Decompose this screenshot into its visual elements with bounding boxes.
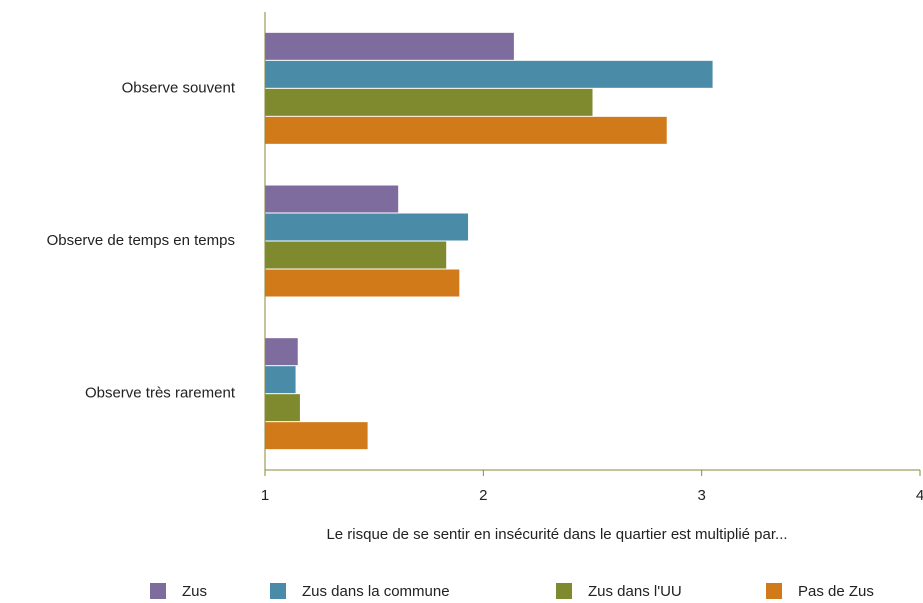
bar [265, 422, 368, 450]
bar [265, 32, 514, 60]
legend-swatch [766, 583, 782, 599]
y-tick-label: Observe de temps en temps [47, 232, 235, 249]
legend-swatch [556, 583, 572, 599]
x-tick-label: 4 [916, 487, 923, 504]
bar [265, 88, 593, 116]
bar [265, 366, 296, 394]
legend-label: Zus dans l'UU [588, 583, 682, 600]
x-tick-label: 3 [697, 487, 705, 504]
bar [265, 60, 713, 88]
bar [265, 116, 667, 144]
bar [265, 241, 447, 269]
y-tick-label: Observe très rarement [85, 385, 236, 402]
legend-label: Zus [182, 583, 207, 600]
x-tick-label: 1 [261, 487, 269, 504]
x-axis-label: Le risque de se sentir en insécurité dan… [326, 526, 787, 543]
x-tick-label: 2 [479, 487, 487, 504]
y-tick-label: Observe souvent [122, 79, 236, 96]
legend-swatch [150, 583, 166, 599]
legend-label: Zus dans la commune [302, 583, 450, 600]
bar [265, 394, 300, 422]
legend-swatch [270, 583, 286, 599]
bar [265, 269, 460, 297]
bar [265, 185, 399, 213]
bar [265, 338, 298, 366]
legend-label: Pas de Zus [798, 583, 874, 600]
bar [265, 213, 469, 241]
